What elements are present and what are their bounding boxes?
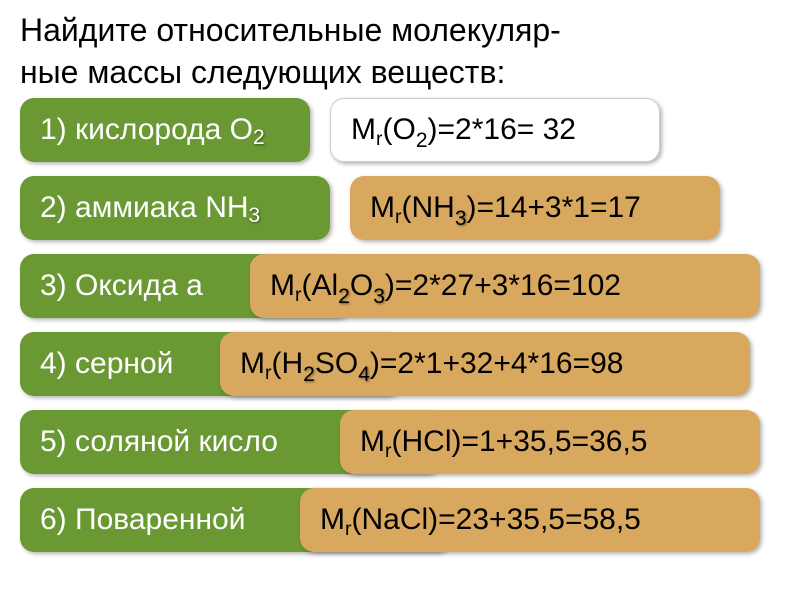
substance-label: 3) Оксида а: [40, 269, 203, 303]
mass-text: Mr(Al2O3)=2*27+3*16=102: [270, 269, 621, 303]
mass-text: Mr(H2SO4)=2*1+32+4*16=98: [240, 347, 623, 381]
substance-label: 2) аммиака NH: [40, 191, 249, 225]
subscript: 2: [253, 126, 265, 150]
mass-oxygen: Mr(O2)=2*16= 32: [330, 98, 660, 162]
mass-text: Mr(NH3)=14+3*1=17: [370, 191, 641, 225]
content-area: 1) кислорода О2 Mr(O2)=2*16= 32 2) аммиа…: [0, 98, 800, 560]
substance-oxygen: 1) кислорода О2: [20, 98, 310, 162]
mass-sulfuric: Mr(H2SO4)=2*1+32+4*16=98: [220, 332, 750, 396]
mass-nacl: Mr(NaCl)=23+35,5=58,5: [300, 488, 760, 552]
row-2: 2) аммиака NH3 Mr(NH3)=14+3*1=17: [20, 176, 780, 248]
page-title: Найдите относительные молекуляр- ные мас…: [0, 0, 800, 98]
mass-ammonia: Mr(NH3)=14+3*1=17: [350, 176, 720, 240]
mass-text: Mr(HCl)=1+35,5=36,5: [360, 425, 648, 459]
substance-label: 4) серной: [40, 347, 173, 381]
subscript: 3: [249, 204, 261, 228]
substance-label: 5) соляной кисло: [40, 425, 278, 459]
row-3: 3) Оксида а Mr(Al2O3)=2*27+3*16=102: [20, 254, 780, 326]
substance-ammonia: 2) аммиака NH3: [20, 176, 330, 240]
title-line1: Найдите относительные молекуляр-: [20, 10, 780, 52]
mass-al-oxide: Mr(Al2O3)=2*27+3*16=102: [250, 254, 760, 318]
row-4: 4) серной Mr(H2SO4)=2*1+32+4*16=98: [20, 332, 780, 404]
mass-hcl: Mr(HCl)=1+35,5=36,5: [340, 410, 760, 474]
row-6: 6) Поваренной Mr(NaCl)=23+35,5=58,5: [20, 488, 780, 560]
substance-label: 6) Поваренной: [40, 503, 246, 537]
row-5: 5) соляной кисло Mr(HCl)=1+35,5=36,5: [20, 410, 780, 482]
mass-text: Mr(O2)=2*16= 32: [351, 113, 576, 147]
substance-label: 1) кислорода О: [40, 113, 253, 147]
mass-text: Mr(NaCl)=23+35,5=58,5: [320, 503, 641, 537]
row-1: 1) кислорода О2 Mr(O2)=2*16= 32: [20, 98, 780, 170]
title-line2: ные массы следующих веществ:: [20, 52, 780, 94]
